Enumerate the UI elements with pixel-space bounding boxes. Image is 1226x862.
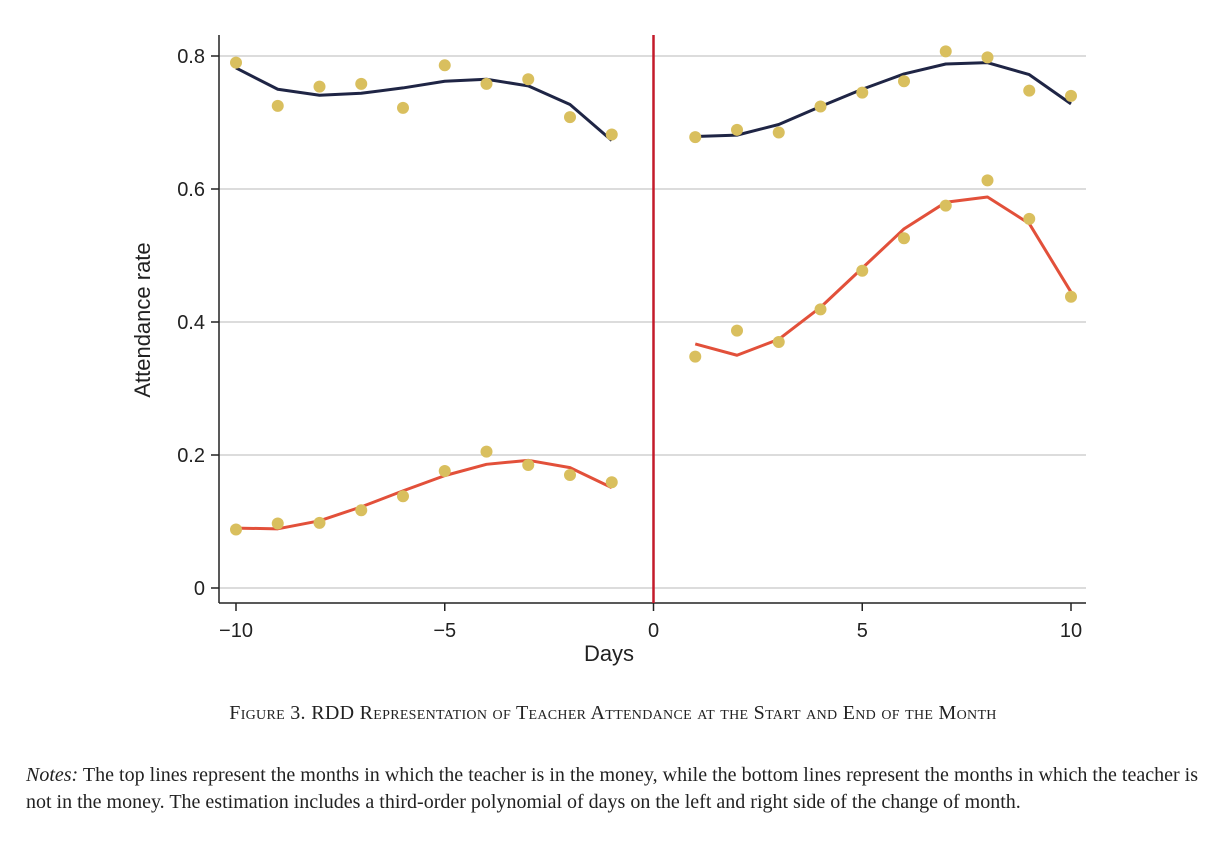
data-point (355, 77, 368, 90)
data-point (731, 324, 743, 337)
data-point (981, 51, 994, 64)
x-tick-label: 10 (1060, 620, 1082, 642)
data-point (898, 232, 910, 245)
figure-notes: Notes: The top lines represent the month… (26, 762, 1198, 816)
x-tick-label: 0 (648, 620, 659, 642)
figure-label: Figure 3. (229, 702, 306, 724)
data-point (564, 111, 576, 124)
data-point (480, 445, 493, 458)
data-point (814, 303, 827, 316)
data-point (397, 490, 409, 503)
x-tick-label: −10 (219, 620, 253, 642)
data-point (564, 468, 576, 481)
data-point (939, 45, 952, 58)
data-point (397, 101, 409, 114)
data-point (1065, 290, 1077, 303)
x-axis-title: Days (584, 641, 634, 666)
data-point (939, 199, 952, 212)
data-point (689, 131, 702, 144)
x-tick-label: −5 (433, 620, 456, 642)
data-point (605, 128, 618, 141)
y-tick-label: 0.4 (177, 312, 205, 334)
data-point (438, 59, 451, 72)
data-point (981, 174, 994, 187)
fitted-lines (235, 61, 1073, 531)
data-point (898, 75, 910, 88)
data-point (313, 80, 326, 93)
data-point (856, 86, 869, 99)
rdd-chart: 0 0.2 0.4 0.6 0.8 −10 −5 0 5 10 Days Attendance r… (130, 35, 1086, 666)
notes-label: Notes: (26, 764, 79, 786)
figure-title: RDD Representation of Teacher Attendance… (311, 702, 997, 724)
data-point (438, 464, 451, 477)
y-tick-label: 0.6 (177, 179, 205, 201)
notes-text: The top lines represent the months in wh… (26, 764, 1198, 813)
data-point (230, 523, 242, 536)
bottom-fit-line (235, 458, 613, 531)
data-point (772, 335, 785, 348)
y-tick-label: 0.2 (177, 445, 205, 467)
x-tick-label: 5 (857, 620, 868, 642)
data-point (480, 77, 493, 90)
data-point (772, 126, 785, 139)
y-tick-label: 0 (194, 578, 205, 600)
data-point (605, 476, 618, 489)
data-point (271, 99, 284, 112)
data-point (814, 100, 827, 113)
data-point (522, 73, 535, 86)
data-point (731, 123, 743, 136)
y-tick-label: 0.8 (177, 46, 205, 68)
ticks: 0 0.2 0.4 0.6 0.8 −10 −5 0 5 10 (177, 46, 1082, 642)
data-point (689, 350, 702, 363)
data-point (856, 264, 869, 277)
y-axis-title: Attendance rate (130, 242, 155, 397)
data-point (230, 56, 242, 69)
data-point (1065, 89, 1077, 102)
top-fit-line (235, 66, 613, 142)
data-point (271, 517, 284, 530)
data-point (522, 458, 535, 471)
data-point (1023, 84, 1036, 97)
bottom-fit-line (694, 195, 1073, 357)
data-point (1023, 212, 1036, 225)
data-point (355, 504, 368, 517)
data-point (313, 516, 326, 529)
top-fit-line (695, 61, 1072, 138)
data-points (230, 45, 1077, 536)
figure-caption: Figure 3. RDD Representation of Teacher … (0, 702, 1226, 725)
